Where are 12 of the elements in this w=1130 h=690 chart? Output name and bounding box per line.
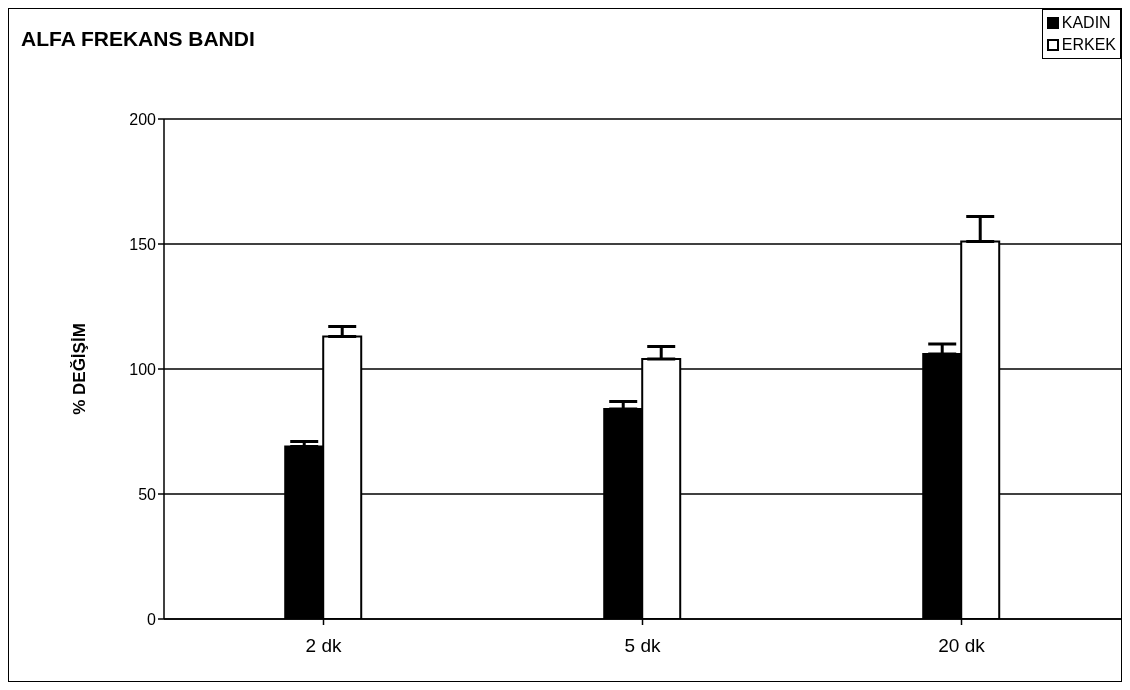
y-tick-label: 150 bbox=[129, 235, 157, 253]
legend-label: ERKEK bbox=[1061, 35, 1116, 55]
x-tick-label: 2 dk bbox=[305, 635, 342, 657]
x-tick-label: 5 dk bbox=[624, 635, 661, 657]
y-tick-label: 200 bbox=[129, 110, 157, 128]
y-axis-title: % DEĞİŞİM bbox=[70, 323, 90, 415]
y-tick-label: 50 bbox=[138, 485, 157, 503]
y-tick-label: 100 bbox=[129, 360, 157, 378]
chart-title: ALFA FREKANS BANDI bbox=[21, 27, 255, 51]
x-tick-label: 20 dk bbox=[938, 635, 986, 657]
legend-label: KADIN bbox=[1061, 13, 1111, 33]
y-tick-label: 0 bbox=[147, 610, 157, 628]
